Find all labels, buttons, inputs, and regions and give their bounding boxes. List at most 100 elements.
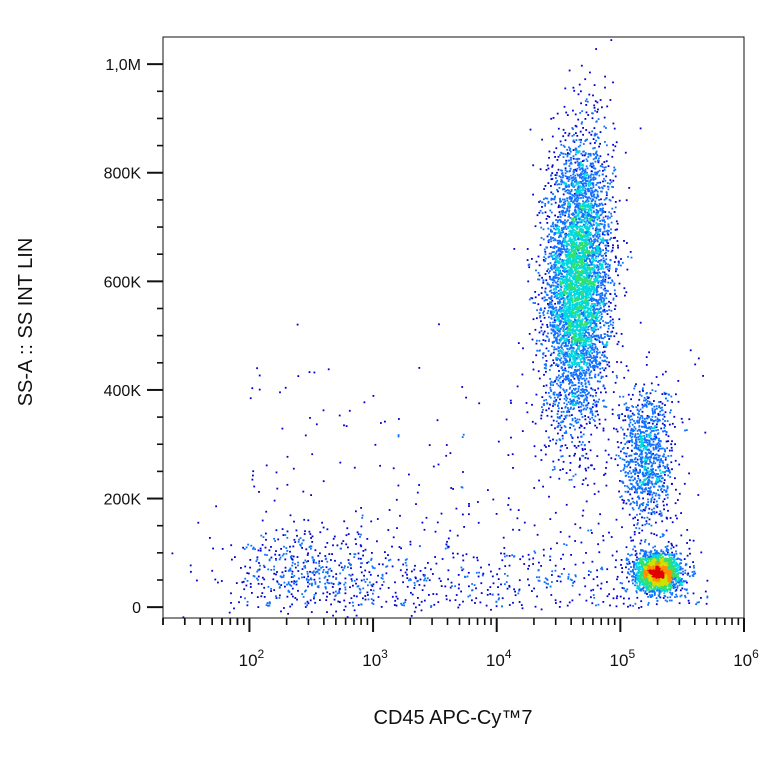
data-point (577, 388, 580, 390)
data-point (556, 295, 558, 298)
data-point (560, 320, 563, 323)
data-point (569, 230, 571, 233)
data-point (562, 328, 565, 330)
data-point (553, 330, 555, 332)
data-point (554, 427, 556, 430)
data-point (556, 254, 559, 257)
data-point (582, 247, 584, 250)
data-point (580, 176, 582, 179)
data-point (567, 338, 570, 341)
data-point (600, 315, 603, 318)
data-point (584, 327, 586, 329)
data-point (597, 286, 600, 289)
data-point (557, 250, 560, 252)
data-point (559, 285, 562, 288)
data-point (569, 462, 572, 464)
data-point (600, 198, 602, 201)
data-point (573, 285, 576, 288)
data-point (578, 342, 581, 345)
data-point (603, 198, 606, 201)
data-point (583, 389, 586, 391)
data-point (544, 260, 547, 262)
data-point (575, 446, 578, 449)
data-point (536, 349, 539, 352)
data-point (575, 205, 578, 207)
data-point (561, 231, 564, 234)
data-point (588, 272, 591, 275)
data-point (605, 391, 607, 394)
data-point (563, 248, 566, 251)
data-point (572, 184, 574, 187)
data-point (563, 146, 566, 148)
data-point (557, 293, 560, 296)
data-point (575, 284, 578, 286)
data-point (557, 425, 560, 427)
data-point (583, 289, 586, 292)
data-point (577, 280, 580, 283)
data-point (585, 399, 588, 401)
data-point (602, 275, 605, 278)
data-point (571, 219, 574, 222)
data-point (584, 339, 587, 341)
data-point (544, 204, 546, 207)
data-point (568, 213, 570, 216)
data-point (540, 226, 543, 229)
data-point (587, 322, 590, 325)
data-point (569, 191, 572, 193)
data-point (585, 300, 588, 302)
data-point (574, 236, 577, 238)
data-point (599, 311, 602, 313)
data-point (572, 276, 575, 278)
data-point (561, 352, 563, 355)
data-point (551, 256, 554, 259)
data-point (560, 421, 562, 424)
data-point (572, 374, 575, 376)
data-point (555, 251, 558, 254)
data-point (593, 358, 596, 361)
data-point (584, 238, 587, 240)
data-point (552, 351, 555, 354)
data-point (565, 184, 568, 187)
data-point (582, 509, 585, 512)
data-point (561, 266, 564, 269)
data-point (552, 438, 554, 441)
data-point (565, 430, 567, 433)
data-point (616, 376, 618, 379)
data-point (556, 338, 558, 341)
data-point (552, 193, 554, 195)
data-point (590, 233, 593, 236)
data-point (564, 225, 567, 228)
data-point (547, 310, 550, 312)
data-point (592, 267, 595, 270)
data-point (580, 435, 582, 438)
data-point (606, 182, 609, 184)
data-point (579, 208, 581, 211)
data-point (598, 361, 601, 364)
data-point (562, 363, 565, 366)
data-point (543, 363, 546, 366)
data-point (606, 239, 609, 242)
data-point (606, 357, 608, 359)
data-point (551, 324, 554, 327)
data-point (571, 339, 574, 341)
data-point (568, 252, 570, 255)
data-point (606, 330, 609, 333)
data-point (589, 231, 592, 234)
data-point (566, 270, 568, 272)
data-point (573, 363, 575, 366)
data-point (581, 173, 583, 175)
data-point (611, 172, 614, 175)
data-point (611, 280, 614, 283)
data-point (604, 472, 607, 475)
data-point (573, 253, 575, 256)
data-point (586, 217, 589, 219)
data-point (579, 325, 582, 327)
data-point (577, 145, 580, 148)
data-point (571, 342, 573, 344)
data-point (593, 266, 596, 268)
data-point (549, 285, 552, 287)
data-point (613, 127, 616, 130)
data-point (608, 335, 610, 338)
data-point (606, 229, 609, 232)
data-point (623, 287, 626, 290)
